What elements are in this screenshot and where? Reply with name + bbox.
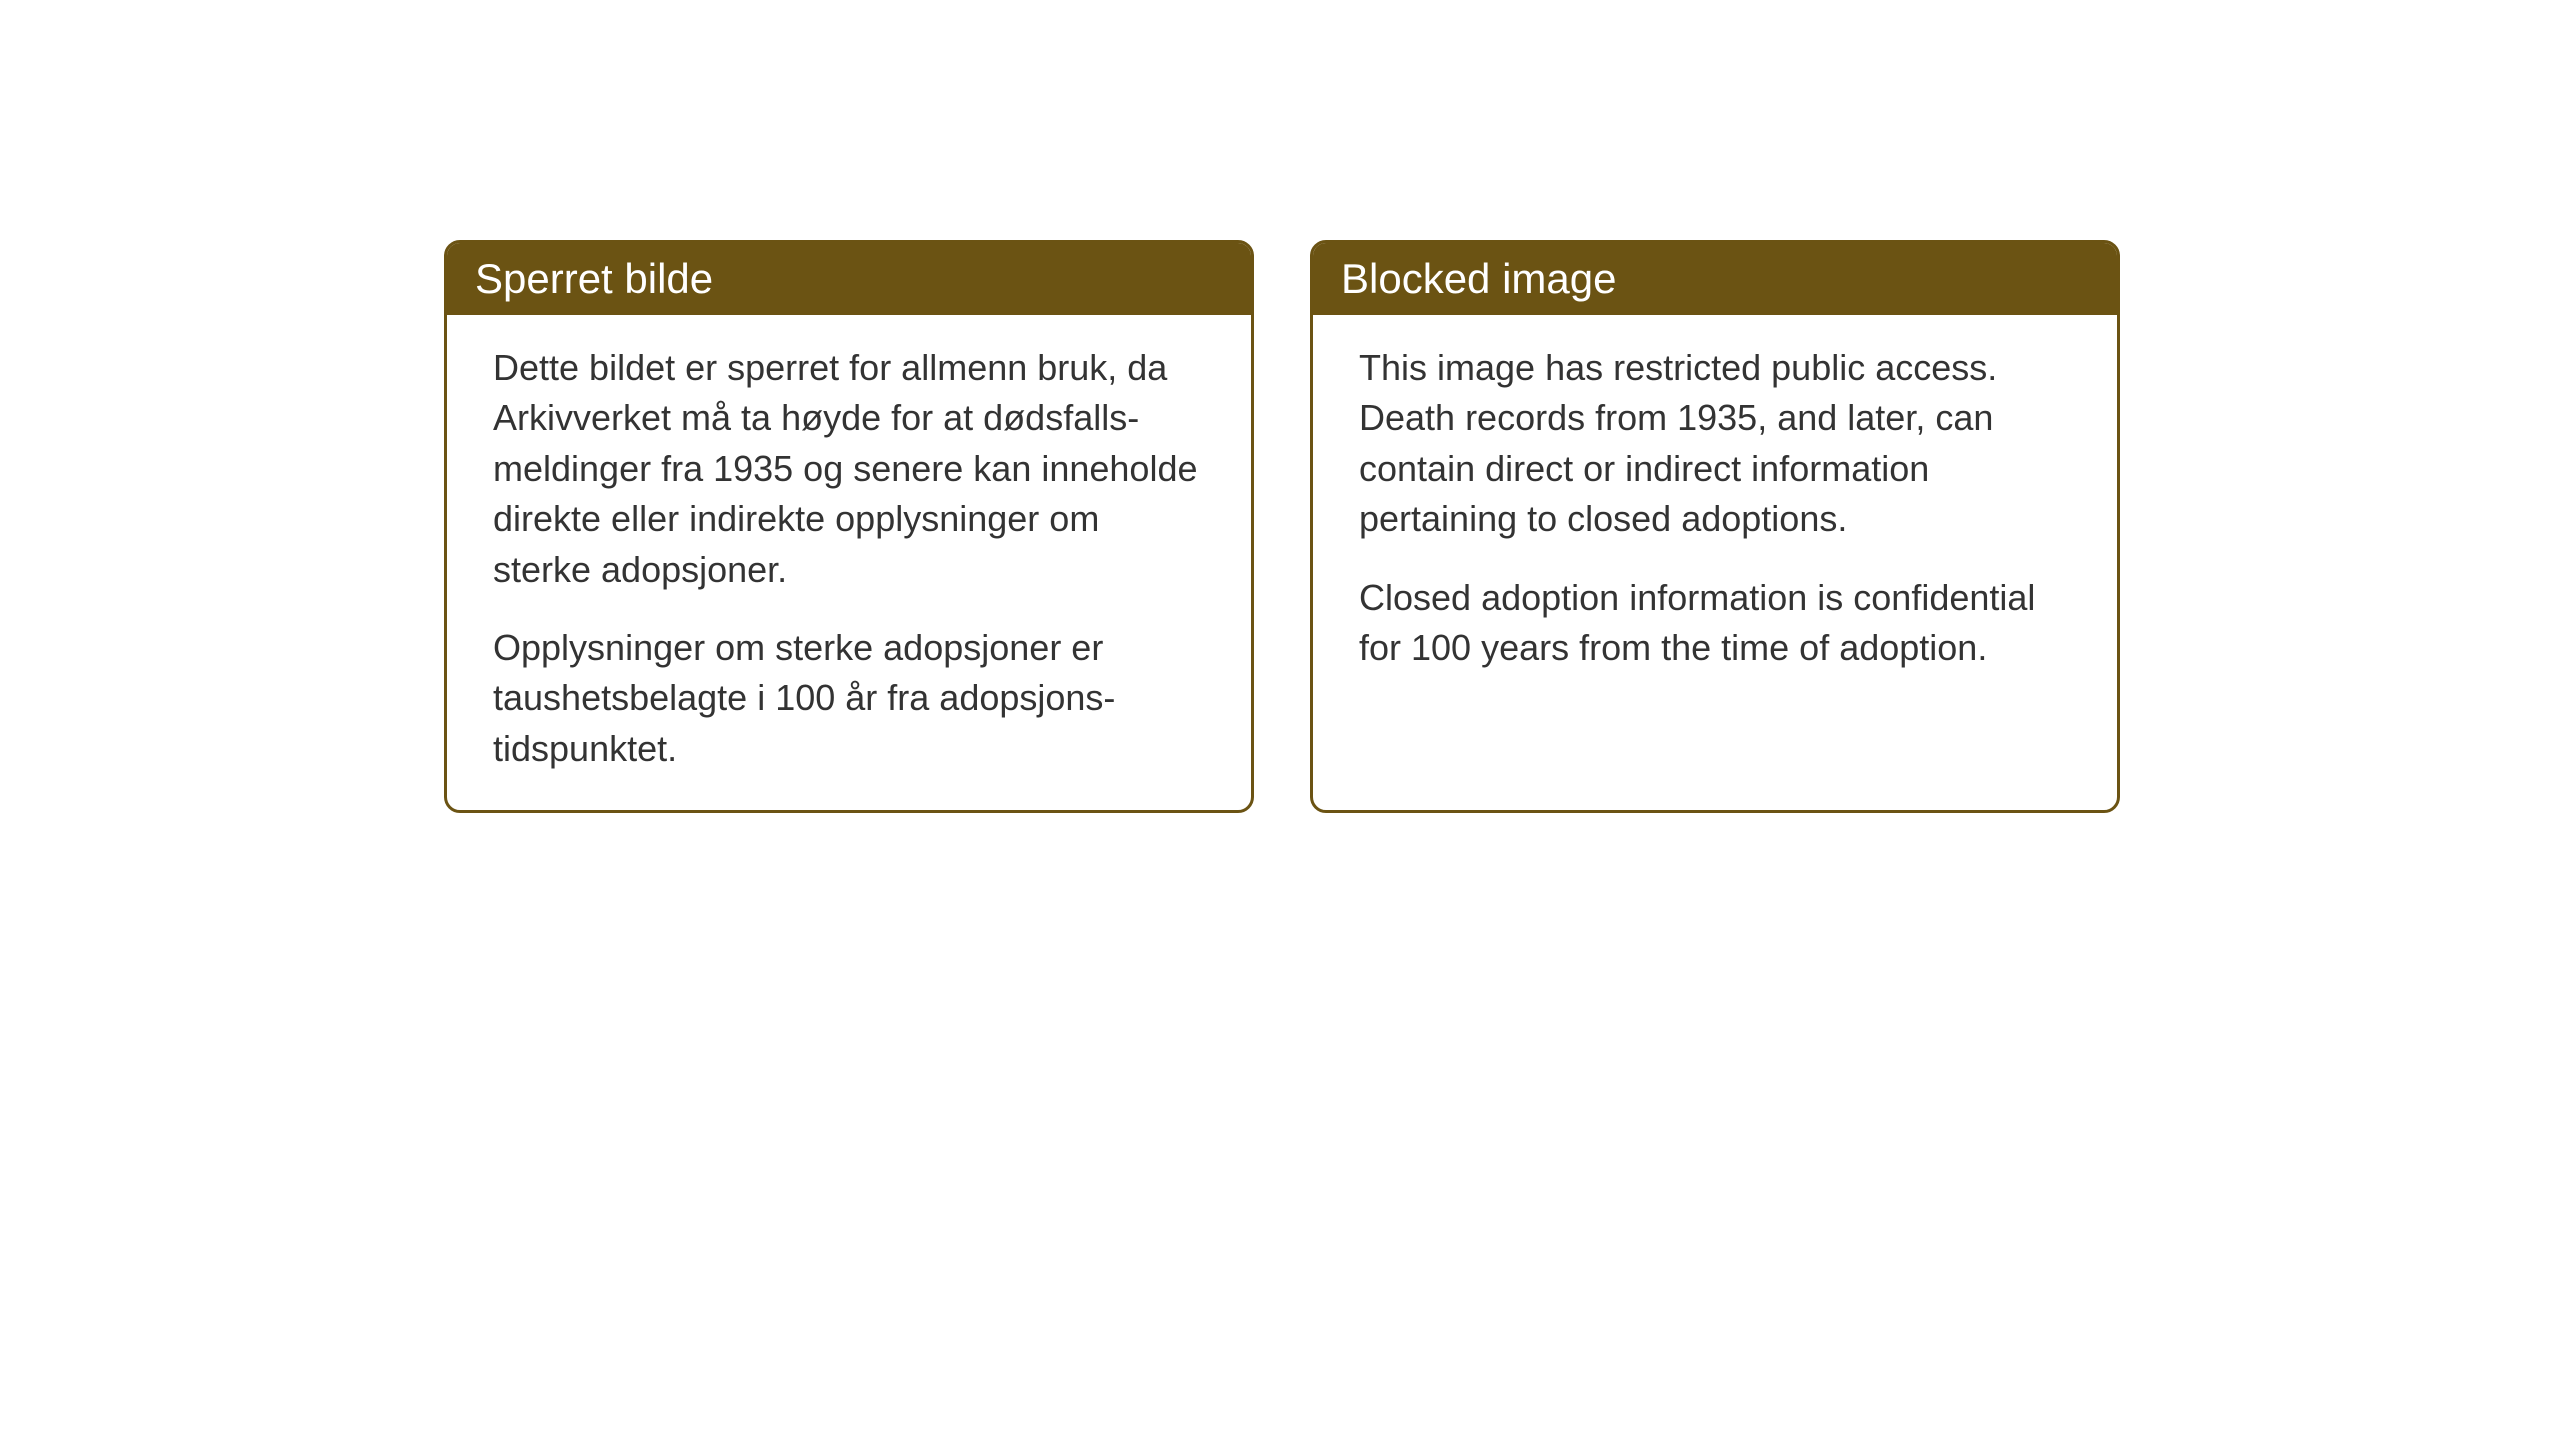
norwegian-card-body: Dette bildet er sperret for allmenn bruk… xyxy=(447,315,1251,810)
english-card-title: Blocked image xyxy=(1313,243,2117,315)
english-notice-card: Blocked image This image has restricted … xyxy=(1310,240,2120,813)
english-paragraph-1: This image has restricted public access.… xyxy=(1359,343,2071,545)
english-paragraph-2: Closed adoption information is confident… xyxy=(1359,573,2071,674)
english-card-body: This image has restricted public access.… xyxy=(1313,315,2117,709)
norwegian-card-title: Sperret bilde xyxy=(447,243,1251,315)
notice-container: Sperret bilde Dette bildet er sperret fo… xyxy=(444,240,2120,813)
norwegian-notice-card: Sperret bilde Dette bildet er sperret fo… xyxy=(444,240,1254,813)
norwegian-paragraph-1: Dette bildet er sperret for allmenn bruk… xyxy=(493,343,1205,595)
norwegian-paragraph-2: Opplysninger om sterke adopsjoner er tau… xyxy=(493,623,1205,774)
